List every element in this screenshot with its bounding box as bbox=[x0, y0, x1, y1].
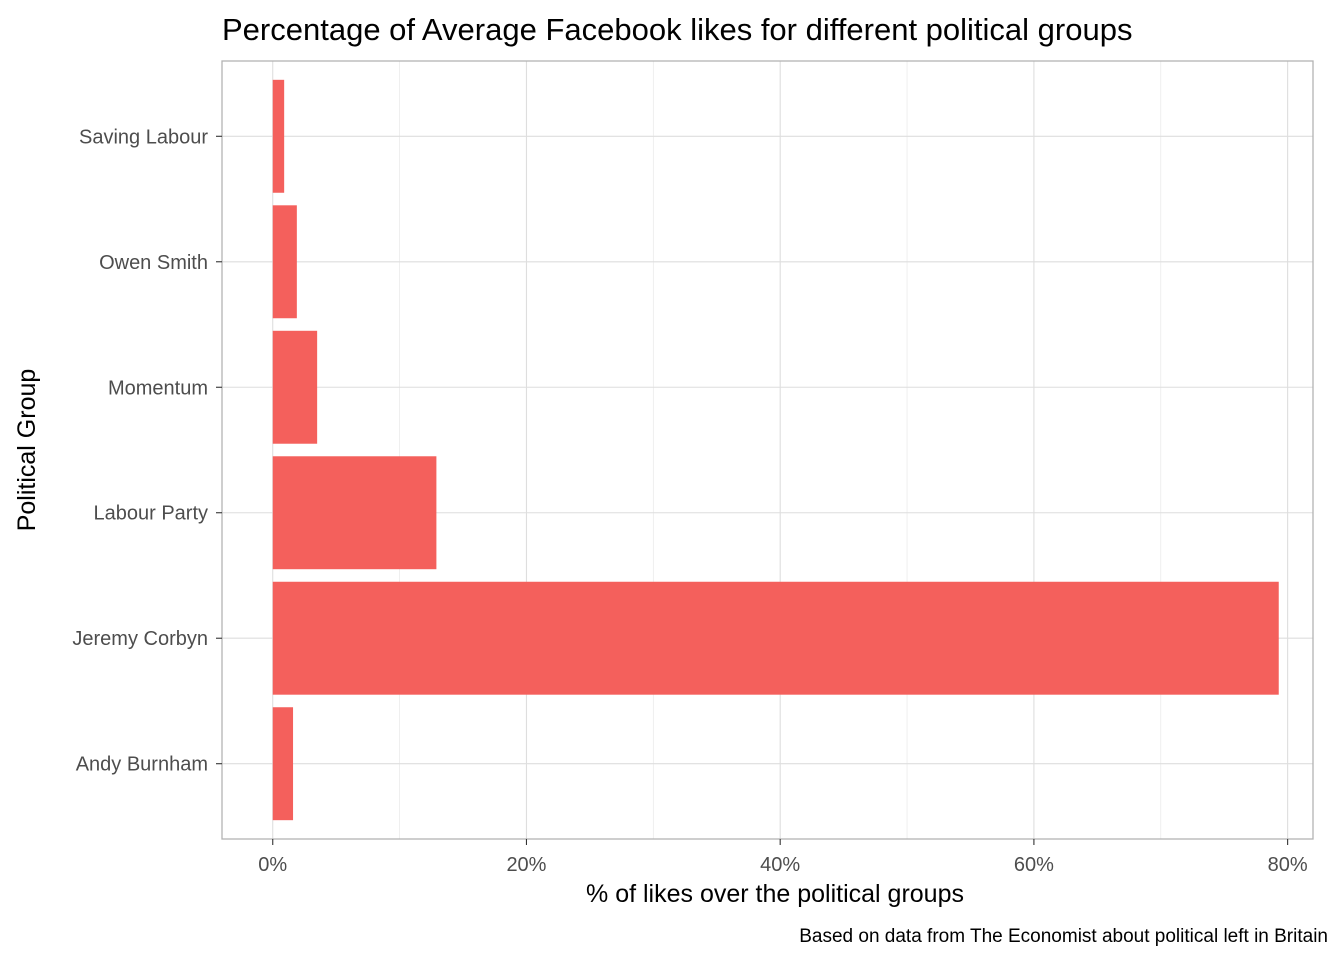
x-tick-label: 0% bbox=[258, 854, 287, 876]
y-tick-label-momentum: Momentum bbox=[108, 377, 208, 399]
y-axis-title: Political Group bbox=[13, 369, 41, 532]
bar-saving-labour bbox=[272, 79, 285, 193]
x-tick-label: 80% bbox=[1268, 854, 1308, 876]
x-tick-label: 20% bbox=[506, 854, 546, 876]
grid-lines bbox=[222, 61, 1313, 839]
bars bbox=[272, 79, 1279, 821]
bar-momentum bbox=[272, 330, 318, 444]
y-tick-label-saving-labour: Saving Labour bbox=[79, 126, 208, 148]
plot-panel-border bbox=[221, 60, 1314, 840]
bar-owen-smith bbox=[272, 205, 297, 319]
x-tick-label: 40% bbox=[760, 854, 800, 876]
chart-caption: Based on data from The Economist about p… bbox=[799, 926, 1328, 947]
bar-jeremy-corbyn bbox=[272, 581, 1279, 695]
y-tick-label-owen-smith: Owen Smith bbox=[99, 252, 208, 274]
y-tick-label-andy-burnham: Andy Burnham bbox=[76, 754, 208, 776]
axis-ticks: Andy Burnham Jeremy Corbyn Labour Party Mom… bbox=[72, 126, 1307, 876]
x-tick-label: 60% bbox=[1014, 854, 1054, 876]
bar-labour-party bbox=[272, 456, 437, 570]
y-tick-label-labour-party: Labour Party bbox=[93, 503, 208, 525]
bar-andy-burnham bbox=[272, 707, 294, 821]
chart-title: Percentage of Average Facebook likes for… bbox=[222, 12, 1132, 47]
x-axis-title: % of likes over the political groups bbox=[586, 880, 964, 908]
y-tick-label-jeremy-corbyn: Jeremy Corbyn bbox=[72, 628, 208, 650]
